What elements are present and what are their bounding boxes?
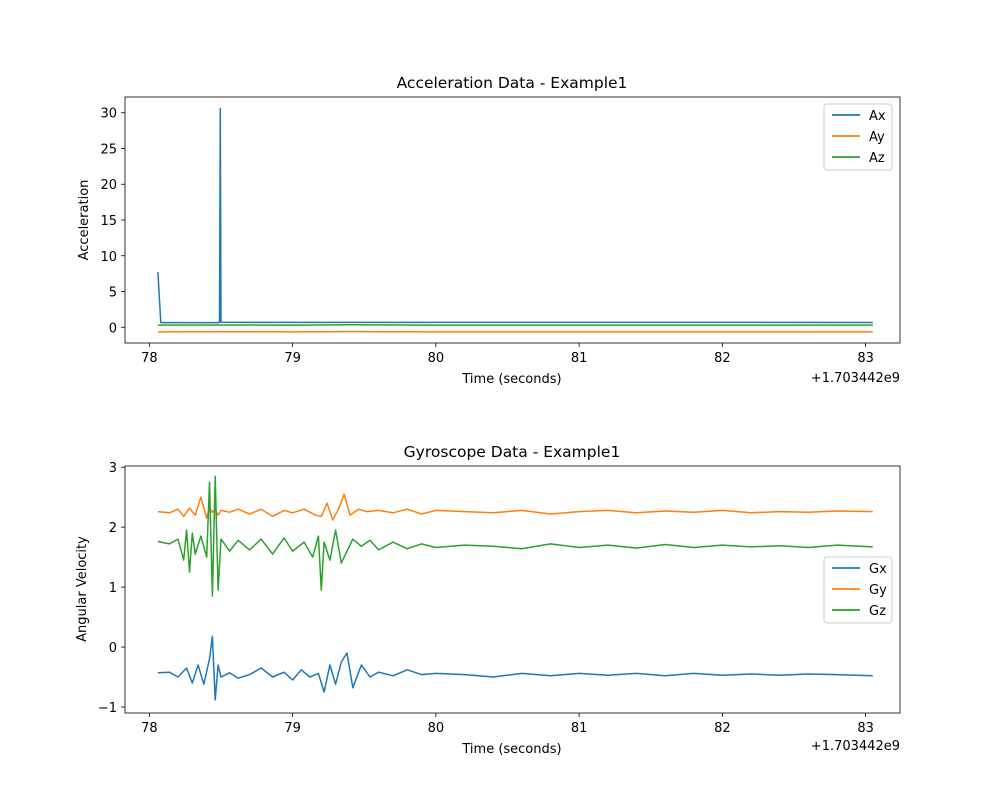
x-offset-label: +1.703442e9 (811, 739, 900, 754)
series-line-ax (157, 107, 873, 324)
gyroscope-chart: Gyroscope Data - Example1 78 79 80 81 82 83 −1… (75, 443, 901, 757)
plot-area: 78 79 80 81 82 83 −1 0 1 2 3 Gx Gy Gz (98, 461, 901, 736)
legend: Gx Gy Gz (823, 556, 893, 624)
y-tick-label: 0 (109, 321, 117, 336)
plot-frame (124, 465, 901, 714)
legend-label-gx: Gx (869, 562, 887, 577)
y-tick-label: 15 (100, 214, 117, 229)
x-axis-label: Time (seconds) (461, 372, 561, 387)
legend-label-ax: Ax (869, 109, 886, 124)
legend-label-ay: Ay (869, 130, 885, 145)
x-tick-label: 83 (857, 351, 874, 366)
legend-label-az: Az (869, 151, 885, 166)
y-tick-label: 20 (100, 178, 117, 193)
legend-label-gy: Gy (869, 583, 887, 598)
y-axis-label: Angular Velocity (75, 536, 90, 642)
x-axis-label: Time (seconds) (461, 742, 561, 757)
legend-box (823, 103, 893, 171)
plot-area: 78 79 80 81 82 83 0 5 10 15 20 25 30 Ax Ay Az (100, 96, 901, 366)
legend-box (823, 556, 893, 624)
y-tick-label: 10 (100, 250, 117, 265)
x-tick-label: 83 (857, 721, 874, 736)
y-tick-label: 2 (109, 521, 117, 536)
y-tick-label: 5 (109, 286, 117, 301)
acceleration-chart: Acceleration Data - Example1 78 79 80 81 82 8… (77, 74, 901, 387)
x-tick-label: 82 (714, 351, 731, 366)
y-tick-label: 25 (100, 142, 117, 157)
series-line-gx (157, 635, 873, 701)
x-tick-label: 78 (141, 721, 158, 736)
x-tick-label: 79 (284, 721, 301, 736)
x-offset-label: +1.703442e9 (811, 371, 900, 386)
x-tick-label: 81 (571, 721, 588, 736)
x-tick-label: 78 (141, 351, 158, 366)
x-tick-label: 80 (428, 351, 445, 366)
y-tick-label: 30 (100, 107, 117, 122)
y-tick-label: 0 (109, 641, 117, 656)
x-tick-label: 79 (284, 351, 301, 366)
legend-label-gz: Gz (869, 604, 886, 619)
x-tick-label: 82 (714, 721, 731, 736)
y-tick-label: −1 (98, 701, 117, 716)
x-tick-label: 81 (571, 351, 588, 366)
y-tick-label: 1 (109, 581, 117, 596)
series-line-gz (157, 475, 873, 597)
chart-title: Acceleration Data - Example1 (397, 74, 628, 92)
chart-title: Gyroscope Data - Example1 (404, 443, 621, 461)
y-axis-label: Acceleration (77, 180, 92, 261)
legend: Ax Ay Az (823, 103, 893, 171)
x-tick-label: 80 (428, 721, 445, 736)
y-tick-label: 3 (109, 461, 117, 476)
